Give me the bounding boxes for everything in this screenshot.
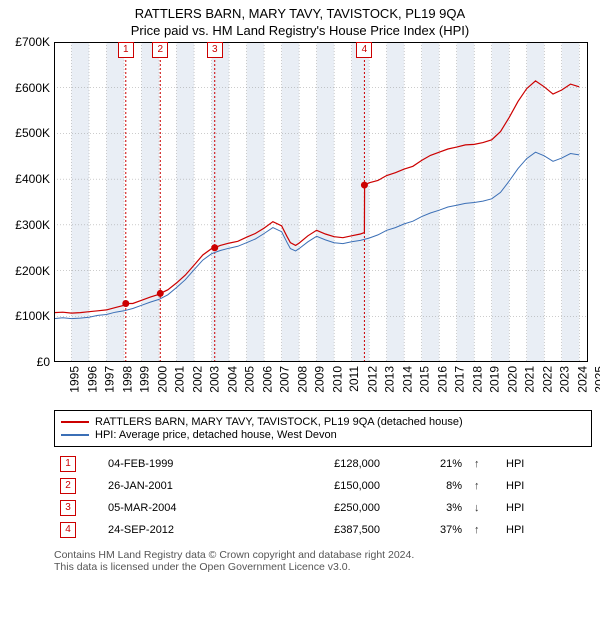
x-axis-label: 2022 (540, 366, 554, 393)
x-axis-label: 2013 (382, 366, 396, 393)
event-suffix: HPI (500, 475, 554, 497)
x-axis-label: 2025 (593, 366, 600, 393)
event-number: 4 (60, 522, 76, 538)
event-number: 2 (60, 478, 76, 494)
event-flag: 3 (207, 42, 223, 58)
x-axis-label: 2012 (365, 366, 379, 393)
event-delta: 3% (386, 497, 468, 519)
event-delta: 8% (386, 475, 468, 497)
event-date: 26-JAN-2001 (102, 475, 254, 497)
y-axis-label: £100K (15, 309, 50, 323)
event-suffix: HPI (500, 497, 554, 519)
chart-subtitle: Price paid vs. HM Land Registry's House … (8, 23, 592, 38)
event-suffix: HPI (500, 453, 554, 475)
x-axis-label: 2001 (172, 366, 186, 393)
x-axis-label: 2016 (435, 366, 449, 393)
event-flag: 2 (152, 42, 168, 58)
x-axis-label: 1999 (137, 366, 151, 393)
x-axis-label: 2010 (330, 366, 344, 393)
event-price: £128,000 (254, 453, 386, 475)
y-axis-label: £200K (15, 264, 50, 278)
event-arrow: ↓ (468, 497, 500, 519)
event-flag: 4 (356, 42, 372, 58)
chart-plot-area: £0£100K£200K£300K£400K£500K£600K£700K 19… (54, 42, 588, 362)
x-axis-label: 2017 (453, 366, 467, 393)
event-date: 24-SEP-2012 (102, 519, 254, 541)
x-axis-label: 1995 (67, 366, 81, 393)
x-axis-label: 2015 (418, 366, 432, 393)
y-axis-label: £400K (15, 172, 50, 186)
x-axis-label: 2011 (347, 366, 361, 392)
event-table: 104-FEB-1999£128,00021%↑HPI226-JAN-2001£… (54, 453, 592, 541)
footer-attribution: Contains HM Land Registry data © Crown c… (54, 549, 592, 573)
event-price: £387,500 (254, 519, 386, 541)
event-number: 3 (60, 500, 76, 516)
x-axis-label: 2008 (295, 366, 309, 393)
event-arrow: ↑ (468, 475, 500, 497)
legend-label: RATTLERS BARN, MARY TAVY, TAVISTOCK, PL1… (95, 416, 463, 428)
event-price: £150,000 (254, 475, 386, 497)
event-delta: 37% (386, 519, 468, 541)
event-flag: 1 (118, 42, 134, 58)
legend-label: HPI: Average price, detached house, West… (95, 429, 337, 441)
x-axis-label: 2003 (207, 366, 221, 393)
y-axis-label: £700K (15, 35, 50, 49)
x-axis-label: 2019 (488, 366, 502, 393)
event-date: 05-MAR-2004 (102, 497, 254, 519)
event-row: 3 05-MAR-2004£250,0003%↓HPI (54, 497, 554, 519)
y-axis-label: £500K (15, 126, 50, 140)
x-axis-label: 2004 (225, 366, 239, 393)
x-axis-label: 2000 (155, 366, 169, 393)
legend-box: RATTLERS BARN, MARY TAVY, TAVISTOCK, PL1… (54, 410, 592, 447)
event-arrow: ↑ (468, 453, 500, 475)
chart-title: RATTLERS BARN, MARY TAVY, TAVISTOCK, PL1… (8, 6, 592, 21)
x-axis-label: 2020 (505, 366, 519, 393)
footer-line-1: Contains HM Land Registry data © Crown c… (54, 549, 592, 561)
x-axis-label: 2007 (277, 366, 291, 393)
x-axis-label: 2002 (190, 366, 204, 393)
x-axis-label: 1998 (120, 366, 134, 393)
event-row: 4 24-SEP-2012£387,50037%↑HPI (54, 519, 554, 541)
legend-swatch (61, 421, 89, 423)
y-axis-label: £300K (15, 218, 50, 232)
legend-row: RATTLERS BARN, MARY TAVY, TAVISTOCK, PL1… (61, 416, 585, 428)
x-axis-label: 1996 (85, 366, 99, 393)
event-delta: 21% (386, 453, 468, 475)
x-axis-label: 2024 (575, 366, 589, 393)
chart-svg (54, 42, 588, 362)
x-axis-label: 2023 (558, 366, 572, 393)
x-axis-label: 1997 (102, 366, 116, 393)
event-suffix: HPI (500, 519, 554, 541)
x-axis-label: 2005 (242, 366, 256, 393)
event-row: 2 26-JAN-2001£150,0008%↑HPI (54, 475, 554, 497)
event-price: £250,000 (254, 497, 386, 519)
event-row: 1 04-FEB-1999£128,00021%↑HPI (54, 453, 554, 475)
legend-row: HPI: Average price, detached house, West… (61, 429, 585, 441)
event-date: 04-FEB-1999 (102, 453, 254, 475)
y-axis-label: £600K (15, 81, 50, 95)
footer-line-2: This data is licensed under the Open Gov… (54, 561, 592, 573)
x-axis-label: 2006 (260, 366, 274, 393)
x-axis-label: 2021 (523, 366, 537, 393)
y-axis-label: £0 (37, 355, 50, 369)
x-axis-label: 2009 (312, 366, 326, 393)
event-arrow: ↑ (468, 519, 500, 541)
x-axis-label: 2018 (470, 366, 484, 393)
event-number: 1 (60, 456, 76, 472)
x-axis-label: 2014 (400, 366, 414, 393)
legend-swatch (61, 434, 89, 436)
